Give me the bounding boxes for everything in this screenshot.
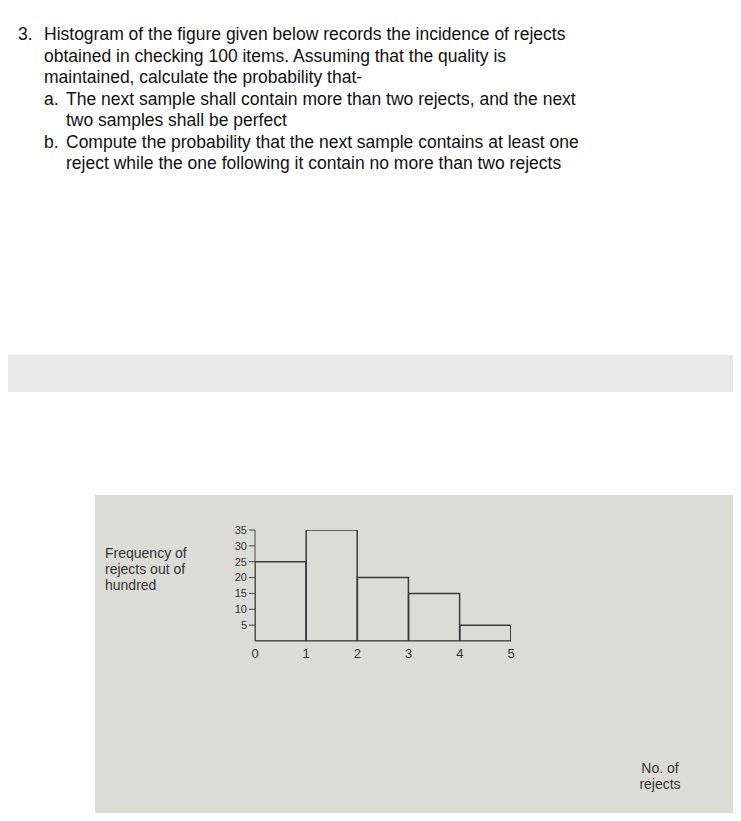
svg-text:35: 35 — [235, 524, 247, 536]
html-text:two samples shall be perfect: two samples shall be perfect — [66, 110, 287, 130]
svg-text:30: 30 — [235, 540, 247, 552]
html-text:3.: 3. — [18, 24, 33, 44]
svg-text:5: 5 — [507, 646, 514, 661]
svg-text:4: 4 — [456, 646, 463, 661]
html-text:maintained, calculate the prob: maintained, calculate the probability th… — [44, 67, 363, 87]
svg-text:15: 15 — [235, 587, 247, 599]
svg-text:3: 3 — [405, 646, 412, 661]
html-text:No. of rejects: No. of rejects — [639, 760, 681, 792]
html-text:Frequency of rejects out of hu: Frequency of rejects out of hundred — [105, 545, 187, 593]
svg-text:25: 25 — [235, 556, 247, 568]
svg-text:0: 0 — [251, 646, 258, 661]
svg-text:20: 20 — [235, 571, 247, 583]
svg-text:10: 10 — [235, 603, 247, 615]
svg-text:2: 2 — [354, 646, 361, 661]
svg-text:1: 1 — [303, 646, 310, 661]
html-text:Histogram of the figure given: Histogram of the figure given below reco… — [44, 24, 566, 44]
html-text:b. Compute the probability tha: b. Compute the probability that the next… — [44, 131, 579, 152]
html-text:obtained in checking 100 items: obtained in checking 100 items. Assuming… — [44, 45, 507, 66]
svg-text:5: 5 — [241, 619, 247, 631]
html-text:a. The next sample shall conta: a. The next sample shall contain more th… — [44, 88, 576, 109]
html-text:reject while the one following: reject while the one following it contai… — [66, 153, 562, 173]
